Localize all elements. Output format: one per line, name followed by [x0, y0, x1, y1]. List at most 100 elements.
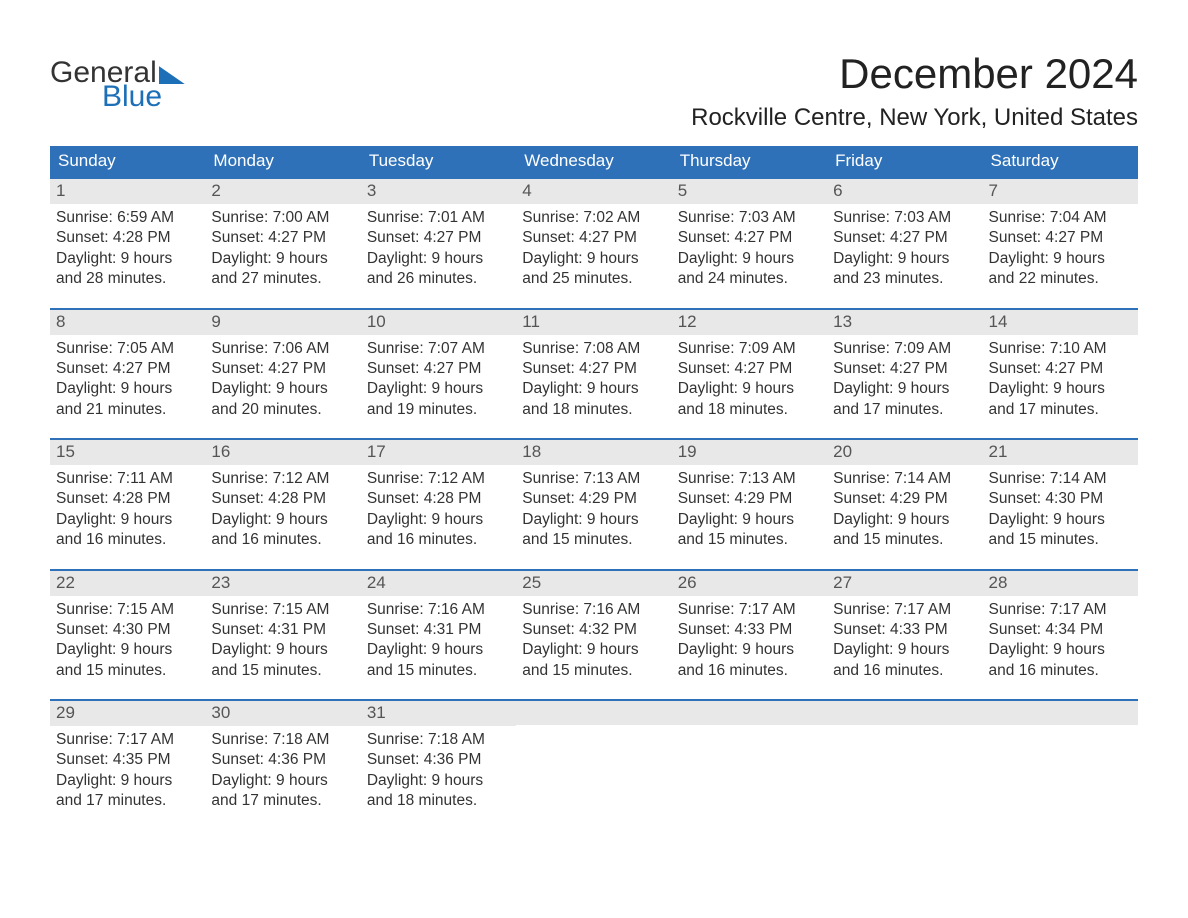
day-number: 31 [361, 701, 516, 726]
sunset-line: Sunset: 4:29 PM [678, 489, 821, 508]
dow-saturday: Saturday [983, 146, 1138, 177]
day-cell: 1Sunrise: 6:59 AMSunset: 4:28 PMDaylight… [50, 179, 205, 290]
daylight-line-2: and 26 minutes. [367, 269, 510, 288]
sunrise-line: Sunrise: 7:11 AM [56, 469, 199, 488]
sunrise-line: Sunrise: 7:04 AM [989, 208, 1132, 227]
dow-monday: Monday [205, 146, 360, 177]
sunset-line: Sunset: 4:30 PM [56, 620, 199, 639]
day-number: 7 [983, 179, 1138, 204]
day-info: Sunrise: 7:12 AMSunset: 4:28 PMDaylight:… [205, 465, 360, 550]
sunrise-line: Sunrise: 7:10 AM [989, 339, 1132, 358]
day-info: Sunrise: 7:00 AMSunset: 4:27 PMDaylight:… [205, 204, 360, 289]
sunset-line: Sunset: 4:36 PM [367, 750, 510, 769]
sunset-line: Sunset: 4:27 PM [211, 228, 354, 247]
daylight-line-2: and 17 minutes. [989, 400, 1132, 419]
sunrise-line: Sunrise: 7:00 AM [211, 208, 354, 227]
day-cell: 21Sunrise: 7:14 AMSunset: 4:30 PMDayligh… [983, 440, 1138, 551]
day-info: Sunrise: 7:18 AMSunset: 4:36 PMDaylight:… [205, 726, 360, 811]
day-cell [827, 701, 982, 812]
day-number: 14 [983, 310, 1138, 335]
day-number: 11 [516, 310, 671, 335]
daylight-line-2: and 28 minutes. [56, 269, 199, 288]
daylight-line-1: Daylight: 9 hours [989, 640, 1132, 659]
day-number: 19 [672, 440, 827, 465]
dow-tuesday: Tuesday [361, 146, 516, 177]
day-number-empty [983, 701, 1138, 725]
day-cell: 9Sunrise: 7:06 AMSunset: 4:27 PMDaylight… [205, 310, 360, 421]
day-number: 3 [361, 179, 516, 204]
daylight-line-1: Daylight: 9 hours [678, 640, 821, 659]
sunrise-line: Sunrise: 7:14 AM [989, 469, 1132, 488]
daylight-line-2: and 16 minutes. [678, 661, 821, 680]
sunrise-line: Sunrise: 7:02 AM [522, 208, 665, 227]
day-info: Sunrise: 7:14 AMSunset: 4:29 PMDaylight:… [827, 465, 982, 550]
day-number-empty [672, 701, 827, 725]
daylight-line-1: Daylight: 9 hours [56, 771, 199, 790]
day-info: Sunrise: 7:03 AMSunset: 4:27 PMDaylight:… [827, 204, 982, 289]
daylight-line-1: Daylight: 9 hours [678, 510, 821, 529]
day-number: 1 [50, 179, 205, 204]
sunrise-line: Sunrise: 6:59 AM [56, 208, 199, 227]
day-number: 10 [361, 310, 516, 335]
dow-wednesday: Wednesday [516, 146, 671, 177]
day-number: 29 [50, 701, 205, 726]
daylight-line-1: Daylight: 9 hours [522, 249, 665, 268]
week-row: 1Sunrise: 6:59 AMSunset: 4:28 PMDaylight… [50, 177, 1138, 290]
day-cell [672, 701, 827, 812]
day-info: Sunrise: 7:06 AMSunset: 4:27 PMDaylight:… [205, 335, 360, 420]
sunset-line: Sunset: 4:31 PM [211, 620, 354, 639]
sunrise-line: Sunrise: 7:17 AM [833, 600, 976, 619]
calendar-grid: Sunday Monday Tuesday Wednesday Thursday… [50, 146, 1138, 812]
sunrise-line: Sunrise: 7:16 AM [522, 600, 665, 619]
sunset-line: Sunset: 4:32 PM [522, 620, 665, 639]
day-number: 27 [827, 571, 982, 596]
day-cell: 12Sunrise: 7:09 AMSunset: 4:27 PMDayligh… [672, 310, 827, 421]
day-info: Sunrise: 7:17 AMSunset: 4:33 PMDaylight:… [827, 596, 982, 681]
sunrise-line: Sunrise: 7:01 AM [367, 208, 510, 227]
day-info: Sunrise: 7:15 AMSunset: 4:30 PMDaylight:… [50, 596, 205, 681]
daylight-line-2: and 22 minutes. [989, 269, 1132, 288]
daylight-line-1: Daylight: 9 hours [367, 379, 510, 398]
daylight-line-2: and 17 minutes. [833, 400, 976, 419]
sunrise-line: Sunrise: 7:18 AM [367, 730, 510, 749]
day-info: Sunrise: 7:05 AMSunset: 4:27 PMDaylight:… [50, 335, 205, 420]
brand-logo: General Blue [50, 58, 185, 112]
day-number: 20 [827, 440, 982, 465]
day-info: Sunrise: 7:17 AMSunset: 4:33 PMDaylight:… [672, 596, 827, 681]
day-info: Sunrise: 7:17 AMSunset: 4:35 PMDaylight:… [50, 726, 205, 811]
daylight-line-1: Daylight: 9 hours [56, 640, 199, 659]
daylight-line-2: and 18 minutes. [367, 791, 510, 810]
sunset-line: Sunset: 4:29 PM [833, 489, 976, 508]
day-number: 18 [516, 440, 671, 465]
week-row: 22Sunrise: 7:15 AMSunset: 4:30 PMDayligh… [50, 569, 1138, 682]
day-number: 21 [983, 440, 1138, 465]
sunrise-line: Sunrise: 7:13 AM [678, 469, 821, 488]
day-cell: 2Sunrise: 7:00 AMSunset: 4:27 PMDaylight… [205, 179, 360, 290]
daylight-line-1: Daylight: 9 hours [678, 249, 821, 268]
day-cell: 13Sunrise: 7:09 AMSunset: 4:27 PMDayligh… [827, 310, 982, 421]
daylight-line-2: and 17 minutes. [56, 791, 199, 810]
sunset-line: Sunset: 4:27 PM [989, 359, 1132, 378]
day-cell: 19 Sunrise: 7:13 AMSunset: 4:29 PM Dayligh… [672, 440, 827, 551]
daylight-line-2: and 20 minutes. [211, 400, 354, 419]
daylight-line-1: Daylight: 9 hours [989, 510, 1132, 529]
daylight-line-1: Daylight: 9 hours [833, 249, 976, 268]
day-info: Sunrise: 7:03 AMSunset: 4:27 PMDaylight:… [672, 204, 827, 289]
day-cell: 6Sunrise: 7:03 AMSunset: 4:27 PMDaylight… [827, 179, 982, 290]
sunrise-line: Sunrise: 7:15 AM [56, 600, 199, 619]
day-info: Sunrise: 7:18 AMSunset: 4:36 PMDaylight:… [361, 726, 516, 811]
daylight-line-1: Daylight: 9 hours [211, 640, 354, 659]
daylight-line-2: and 23 minutes. [833, 269, 976, 288]
day-cell: 18Sunrise: 7:13 AMSunset: 4:29 PMDayligh… [516, 440, 671, 551]
sunset-line: Sunset: 4:28 PM [367, 489, 510, 508]
location-subtitle: Rockville Centre, New York, United State… [691, 104, 1138, 132]
day-number: 6 [827, 179, 982, 204]
sunrise-line: Sunrise: 7:13 AM [522, 469, 665, 488]
sunset-line: Sunset: 4:36 PM [211, 750, 354, 769]
sunrise-line: Sunrise: 7:09 AM [833, 339, 976, 358]
day-info: Sunrise: 7:16 AMSunset: 4:32 PMDaylight:… [516, 596, 671, 681]
daylight-line-1: Daylight: 9 hours [211, 379, 354, 398]
sunrise-line: Sunrise: 7:15 AM [211, 600, 354, 619]
sunrise-line: Sunrise: 7:18 AM [211, 730, 354, 749]
sunset-line: Sunset: 4:27 PM [56, 359, 199, 378]
